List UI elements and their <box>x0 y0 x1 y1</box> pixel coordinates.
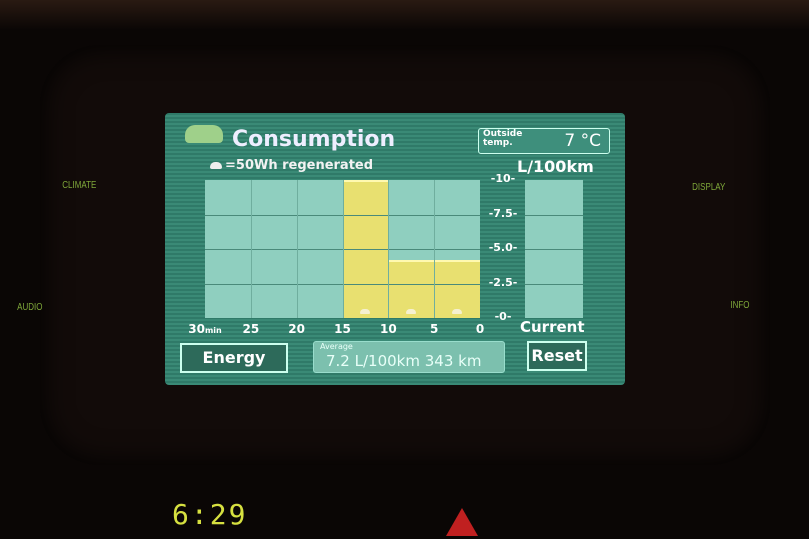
page-title: Consumption <box>232 127 396 152</box>
gridline <box>525 283 583 285</box>
gridline <box>388 180 390 318</box>
bar-5-0 <box>434 260 480 318</box>
outside-temp-value: 7 °C <box>564 131 601 151</box>
gridline <box>250 180 252 318</box>
regen-legend-text: =50Wh regenerated <box>225 158 374 173</box>
average-display: Average 7.2 L/100km 343 km <box>313 341 505 373</box>
regen-icon <box>360 309 371 314</box>
y-tick-label: -7.5- <box>488 206 518 220</box>
y-axis-unit: L/100km <box>517 157 594 176</box>
gridline <box>342 180 344 318</box>
y-tick-label: -0- <box>494 310 512 323</box>
audio-button[interactable]: AUDIO <box>17 302 43 313</box>
gridline <box>525 214 583 216</box>
average-value: 7.2 L/100km 343 km <box>326 352 482 370</box>
y-tick-label: -5.0- <box>488 241 518 254</box>
current-label: Current <box>520 318 585 336</box>
bar-10-5 <box>388 260 435 318</box>
x-tick-label: 15 <box>334 322 351 336</box>
outside-temp: Outside temp. 7 °C <box>478 128 610 154</box>
gridline <box>525 249 583 250</box>
climate-button[interactable]: CLIMATE <box>62 180 97 191</box>
outside-temp-label: Outside temp. <box>483 129 523 148</box>
x-tick-label: 0 <box>475 322 485 336</box>
y-tick-label: -2.5- <box>488 275 518 289</box>
x-tick-label: 30min <box>188 322 222 336</box>
x-tick-label: 25 <box>242 322 260 336</box>
consumption-screen: Consumption =50Wh regenerated Outside te… <box>165 113 625 385</box>
background-lights <box>0 0 809 30</box>
clock: 6:29 <box>172 498 248 531</box>
regen-icon <box>452 309 463 314</box>
display-button[interactable]: DISPLAY <box>692 182 726 193</box>
info-button[interactable]: INFO <box>730 300 750 311</box>
y-tick-label: -10- <box>490 172 516 185</box>
history-plot <box>205 180 480 318</box>
energy-button[interactable]: Energy <box>180 343 288 373</box>
average-label: Average <box>320 342 353 351</box>
x-tick-label: 20 <box>288 322 306 336</box>
x-tick-label: 10 <box>379 322 397 336</box>
hazard-icon[interactable] <box>446 508 478 536</box>
regen-car-icon <box>210 162 222 169</box>
gridline <box>296 180 298 318</box>
regen-icon <box>406 309 417 314</box>
x-tick-label: 5 <box>429 322 439 336</box>
regen-legend: =50Wh regenerated <box>210 158 373 173</box>
car-icon <box>185 125 223 143</box>
current-plot <box>525 180 583 318</box>
gridline <box>434 180 436 318</box>
reset-button[interactable]: Reset <box>527 341 587 371</box>
